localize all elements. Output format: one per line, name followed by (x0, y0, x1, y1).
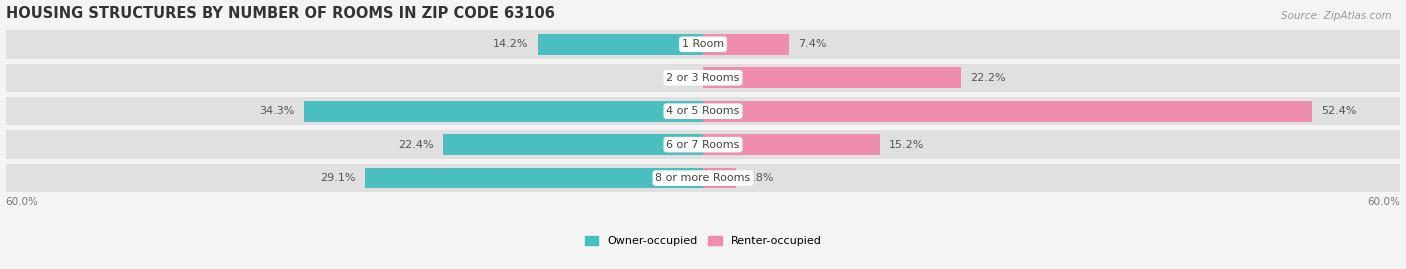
Text: 15.2%: 15.2% (889, 140, 924, 150)
Legend: Owner-occupied, Renter-occupied: Owner-occupied, Renter-occupied (581, 231, 825, 251)
Text: 34.3%: 34.3% (260, 106, 295, 116)
Bar (6, 63, 1400, 92)
Text: HOUSING STRUCTURES BY NUMBER OF ROOMS IN ZIP CODE 63106: HOUSING STRUCTURES BY NUMBER OF ROOMS IN… (6, 6, 554, 20)
Bar (6, 164, 1400, 192)
Text: 8 or more Rooms: 8 or more Rooms (655, 173, 751, 183)
Bar (6, 30, 1400, 58)
Text: 6 or 7 Rooms: 6 or 7 Rooms (666, 140, 740, 150)
Text: 22.4%: 22.4% (398, 140, 433, 150)
Bar (703, 134, 880, 155)
Bar (703, 168, 735, 189)
Text: 14.2%: 14.2% (494, 39, 529, 49)
Text: 52.4%: 52.4% (1322, 106, 1357, 116)
Bar (304, 101, 703, 122)
Bar (703, 101, 1312, 122)
Bar (6, 97, 1400, 125)
Text: 60.0%: 60.0% (1368, 197, 1400, 207)
Text: 22.2%: 22.2% (970, 73, 1005, 83)
Bar (703, 34, 789, 55)
Text: Source: ZipAtlas.com: Source: ZipAtlas.com (1281, 11, 1392, 21)
Bar (703, 67, 962, 88)
Text: 4 or 5 Rooms: 4 or 5 Rooms (666, 106, 740, 116)
Text: 29.1%: 29.1% (321, 173, 356, 183)
Bar (538, 34, 703, 55)
Text: 1 Room: 1 Room (682, 39, 724, 49)
Text: 60.0%: 60.0% (6, 197, 38, 207)
Text: 0.0%: 0.0% (665, 73, 693, 83)
Text: 2.8%: 2.8% (745, 173, 773, 183)
Text: 7.4%: 7.4% (799, 39, 827, 49)
Bar (6, 130, 1400, 159)
Bar (364, 168, 703, 189)
Bar (443, 134, 703, 155)
Text: 2 or 3 Rooms: 2 or 3 Rooms (666, 73, 740, 83)
